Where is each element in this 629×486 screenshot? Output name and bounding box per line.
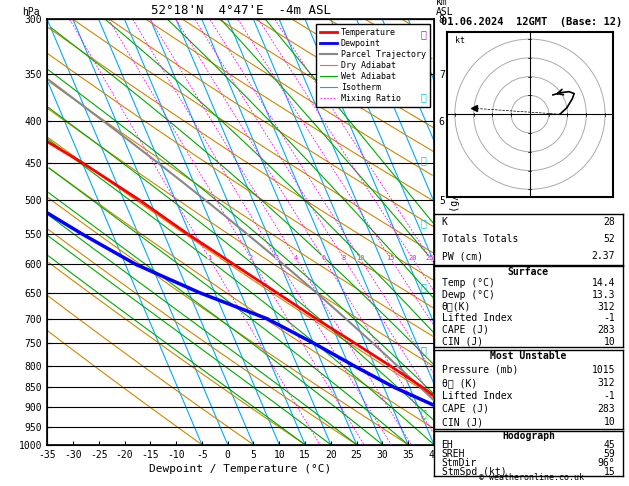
Text: CAPE (J): CAPE (J) bbox=[442, 404, 489, 414]
Text: © weatheronline.co.uk: © weatheronline.co.uk bbox=[479, 473, 584, 482]
Text: 283: 283 bbox=[598, 325, 615, 335]
Text: 2: 2 bbox=[249, 255, 253, 261]
Text: hPa: hPa bbox=[22, 7, 40, 17]
Text: CIN (J): CIN (J) bbox=[442, 417, 482, 427]
Text: 1: 1 bbox=[207, 255, 211, 261]
Text: Temp (°C): Temp (°C) bbox=[442, 278, 494, 288]
Legend: Temperature, Dewpoint, Parcel Trajectory, Dry Adiabat, Wet Adiabat, Isotherm, Mi: Temperature, Dewpoint, Parcel Trajectory… bbox=[316, 24, 430, 107]
Text: 〜: 〜 bbox=[420, 408, 426, 418]
Text: Lifted Index: Lifted Index bbox=[442, 391, 512, 401]
Text: -1: -1 bbox=[603, 391, 615, 401]
Text: 6: 6 bbox=[321, 255, 326, 261]
Text: StmDir: StmDir bbox=[442, 458, 477, 468]
Text: km
ASL: km ASL bbox=[436, 0, 454, 17]
Text: θᴇ (K): θᴇ (K) bbox=[442, 378, 477, 388]
Text: 45: 45 bbox=[603, 440, 615, 450]
Text: 52: 52 bbox=[603, 234, 615, 244]
Text: Hodograph: Hodograph bbox=[502, 431, 555, 441]
Text: -1: -1 bbox=[603, 313, 615, 323]
Text: kt: kt bbox=[455, 36, 465, 45]
Text: 〜: 〜 bbox=[420, 92, 426, 102]
Text: 10: 10 bbox=[356, 255, 364, 261]
Text: 〜: 〜 bbox=[420, 345, 426, 355]
Text: 01.06.2024  12GMT  (Base: 12): 01.06.2024 12GMT (Base: 12) bbox=[441, 17, 622, 27]
Text: Surface: Surface bbox=[508, 267, 549, 277]
Text: Dewp (°C): Dewp (°C) bbox=[442, 290, 494, 300]
Text: 8: 8 bbox=[342, 255, 346, 261]
Text: PW (cm): PW (cm) bbox=[442, 251, 482, 261]
Text: CAPE (J): CAPE (J) bbox=[442, 325, 489, 335]
Text: 〜: 〜 bbox=[420, 156, 426, 165]
Text: 15: 15 bbox=[386, 255, 394, 261]
Text: 312: 312 bbox=[598, 302, 615, 312]
Text: CIN (J): CIN (J) bbox=[442, 337, 482, 347]
Text: 10: 10 bbox=[603, 337, 615, 347]
Text: StmSpd (kt): StmSpd (kt) bbox=[442, 467, 506, 477]
Y-axis label: Mixing Ratio (g/kg): Mixing Ratio (g/kg) bbox=[450, 176, 460, 288]
Text: 59: 59 bbox=[603, 449, 615, 459]
Text: Lifted Index: Lifted Index bbox=[442, 313, 512, 323]
Text: 〜: 〜 bbox=[420, 282, 426, 292]
Text: 312: 312 bbox=[598, 378, 615, 388]
Text: 1015: 1015 bbox=[592, 364, 615, 375]
Text: SREH: SREH bbox=[442, 449, 465, 459]
Text: LCL: LCL bbox=[442, 440, 457, 449]
Text: 〜: 〜 bbox=[420, 29, 426, 39]
Text: 28: 28 bbox=[603, 217, 615, 227]
Text: 4: 4 bbox=[294, 255, 298, 261]
Text: θᴇ(K): θᴇ(K) bbox=[442, 302, 471, 312]
Text: Most Unstable: Most Unstable bbox=[490, 351, 567, 362]
Text: 20: 20 bbox=[408, 255, 417, 261]
Title: 52°18'N  4°47'E  -4m ASL: 52°18'N 4°47'E -4m ASL bbox=[150, 4, 331, 17]
Text: 25: 25 bbox=[426, 255, 435, 261]
Text: Totals Totals: Totals Totals bbox=[442, 234, 518, 244]
Text: 15: 15 bbox=[603, 467, 615, 477]
Text: 2.37: 2.37 bbox=[592, 251, 615, 261]
Text: 13.3: 13.3 bbox=[592, 290, 615, 300]
Text: 〜: 〜 bbox=[420, 219, 426, 228]
Text: 14.4: 14.4 bbox=[592, 278, 615, 288]
X-axis label: Dewpoint / Temperature (°C): Dewpoint / Temperature (°C) bbox=[150, 464, 331, 474]
Text: 10: 10 bbox=[603, 417, 615, 427]
Text: 96°: 96° bbox=[598, 458, 615, 468]
Text: K: K bbox=[442, 217, 447, 227]
Text: Pressure (mb): Pressure (mb) bbox=[442, 364, 518, 375]
Text: 3: 3 bbox=[275, 255, 279, 261]
Text: 283: 283 bbox=[598, 404, 615, 414]
Text: EH: EH bbox=[442, 440, 454, 450]
